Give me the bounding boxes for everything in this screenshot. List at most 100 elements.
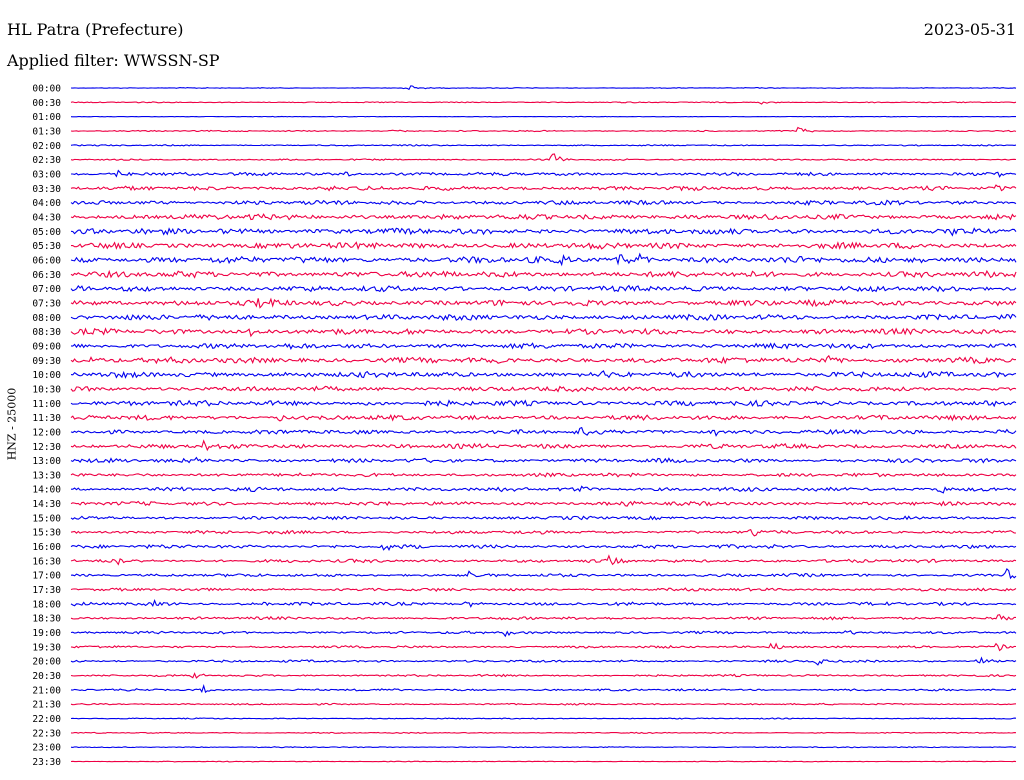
trace-line [70,544,1017,552]
row-time-label: 18:00 [32,599,61,610]
trace-line [70,656,1017,666]
trace-line [70,642,1017,652]
row-time-label: 01:00 [32,112,61,123]
trace-line [70,241,1017,251]
row-time-label: 08:00 [32,313,61,324]
trace-line [70,587,1017,592]
row-time-label: 03:00 [32,169,61,180]
row-time-label: 23:00 [32,743,61,754]
row-time-label: 16:30 [32,556,61,567]
trace-line [70,284,1017,293]
row-time-label: 20:30 [32,671,61,682]
trace-line [70,385,1017,393]
trace-line [70,184,1017,192]
trace-line [70,313,1017,322]
row-time-label: 12:00 [32,427,61,438]
row-time-label: 19:00 [32,628,61,639]
trace-line [70,529,1017,537]
row-time-label: 07:00 [32,284,61,295]
row-time-label: 18:30 [32,614,61,625]
trace-line [70,702,1017,706]
trace-line [70,227,1017,237]
row-time-label: 16:00 [32,542,61,553]
trace-line [70,115,1016,118]
trace-line [70,439,1017,452]
row-time-label: 13:30 [32,470,61,481]
trace-line [70,672,1017,679]
row-time-label: 15:00 [32,513,61,524]
trace-line [70,760,1017,763]
trace-line [70,327,1017,338]
row-time-label: 09:00 [32,341,61,352]
trace-line [70,746,1017,749]
trace-line [70,213,1017,221]
trace-line [70,614,1016,621]
row-time-label: 04:00 [32,198,61,209]
trace-line [70,426,1017,437]
row-time-label: 17:00 [32,571,61,582]
trace-line [70,199,1017,206]
trace-line [70,342,1017,350]
trace-line [70,456,1017,464]
row-time-label: 00:30 [32,98,61,109]
filter-label: Applied filter: WWSSN-SP [7,51,220,70]
row-time-label: 05:00 [32,227,61,238]
trace-line [70,554,1017,566]
trace-line [70,731,1017,734]
row-time-label: 14:00 [32,485,61,496]
station-title: HL Patra (Prefecture) [7,20,184,39]
row-time-label: 22:00 [32,714,61,725]
row-time-label: 09:30 [32,356,61,367]
row-time-label: 02:30 [32,155,61,166]
row-time-label: 11:30 [32,413,61,424]
row-time-label: 23:30 [32,757,61,768]
row-time-label: 17:30 [32,585,61,596]
row-time-label: 14:30 [32,499,61,510]
trace-line [70,269,1017,279]
trace-line [70,414,1017,422]
trace-line [70,515,1017,521]
row-time-label: 11:00 [32,399,61,410]
trace-line [70,399,1017,408]
row-time-label: 07:30 [32,298,61,309]
row-time-label: 21:00 [32,685,61,696]
row-time-label: 20:00 [32,657,61,668]
row-time-label: 06:30 [32,270,61,281]
row-time-label: 01:30 [32,126,61,137]
trace-line [70,297,1017,309]
row-time-label: 10:30 [32,384,61,395]
trace-line [71,169,1017,178]
row-time-label: 10:00 [32,370,61,381]
trace-line [70,630,1017,638]
row-time-label: 06:00 [32,255,61,266]
trace-line [70,354,1017,365]
row-time-label: 22:30 [32,728,61,739]
trace-line [70,500,1017,507]
trace-line [71,485,1017,494]
trace-line [70,101,1017,105]
trace-line [70,599,1017,608]
trace-line [70,717,1017,720]
trace-line [70,143,1017,147]
row-time-label: 04:30 [32,212,61,223]
row-time-label: 05:30 [32,241,61,252]
trace-line [70,252,1017,267]
trace-line [70,472,1017,478]
trace-line [70,567,1017,580]
row-time-label: 02:00 [32,141,61,152]
trace-line [70,153,1017,162]
date-label: 2023-05-31 [923,20,1016,39]
trace-line [70,126,1017,133]
trace-line [70,370,1017,379]
row-time-label: 19:30 [32,642,61,653]
row-time-label: 08:30 [32,327,61,338]
trace-line [70,684,1017,694]
row-time-label: 15:30 [32,528,61,539]
row-time-label: 00:00 [32,84,61,95]
trace-line [70,85,1017,91]
row-time-label: 12:30 [32,442,61,453]
row-time-label: 21:30 [32,700,61,711]
row-time-label: 13:00 [32,456,61,467]
row-time-label: 03:30 [32,184,61,195]
